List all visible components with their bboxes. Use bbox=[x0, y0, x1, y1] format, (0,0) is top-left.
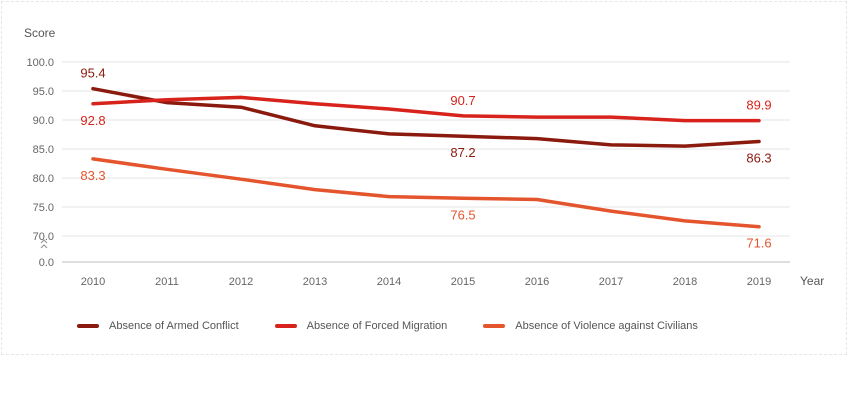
legend-item: Absence of Forced Migration bbox=[274, 320, 448, 332]
legend-label: Absence of Forced Migration bbox=[306, 320, 448, 332]
y-tick-label: 95.0 bbox=[33, 86, 54, 98]
x-tick-label: 2014 bbox=[377, 276, 401, 288]
data-label: 90.7 bbox=[450, 93, 475, 108]
x-tick-label: 2012 bbox=[229, 276, 253, 288]
legend-swatch bbox=[77, 324, 99, 328]
y-tick-label: 80.0 bbox=[33, 173, 54, 185]
grid-lines bbox=[62, 61, 790, 263]
data-label: 95.4 bbox=[80, 66, 105, 81]
x-tick-label: 2016 bbox=[525, 276, 549, 288]
x-tick-label: 2013 bbox=[303, 276, 327, 288]
data-label: 89.9 bbox=[746, 98, 771, 113]
legend: Absence of Armed Conflict Absence of Forc… bbox=[77, 320, 734, 332]
series-lines bbox=[91, 86, 761, 229]
chart-frame bbox=[1, 1, 847, 355]
data-label: 76.5 bbox=[450, 207, 475, 222]
y-tick-label: 70.0 bbox=[33, 231, 54, 243]
series-line bbox=[91, 157, 761, 229]
legend-item: Absence of Violence against Civilians bbox=[483, 320, 698, 332]
x-tick-label: 2015 bbox=[451, 276, 475, 288]
data-label: 92.8 bbox=[80, 113, 105, 128]
y-tick-label: 75.0 bbox=[33, 202, 54, 214]
x-tick-label: 2018 bbox=[673, 276, 697, 288]
x-tick-label: 2011 bbox=[155, 276, 179, 288]
data-label: 71.6 bbox=[746, 236, 771, 251]
y-axis-title: Score bbox=[24, 26, 56, 40]
x-tick-label: 2017 bbox=[599, 276, 623, 288]
legend-item: Absence of Armed Conflict bbox=[77, 320, 239, 332]
y-tick-label: 0.0 bbox=[39, 257, 54, 269]
axis-break-icon bbox=[40, 239, 48, 249]
data-labels: 95.4 87.2 86.3 92.8 90.7 89.9 83.3 76.5 71.6 bbox=[80, 66, 771, 251]
legend-swatch bbox=[274, 324, 297, 328]
y-tick-label: 85.0 bbox=[33, 144, 54, 156]
x-tick-label: 2019 bbox=[747, 276, 771, 288]
data-label: 87.2 bbox=[450, 145, 475, 160]
x-axis-ticks: 2010 2011 2012 2013 2014 2015 2016 2017 2018 2019 bbox=[81, 276, 771, 288]
y-axis-ticks: 100.0 95.0 90.0 85.0 80.0 75.0 70.0 0.0 bbox=[26, 57, 54, 269]
x-tick-label: 2010 bbox=[81, 276, 105, 288]
legend-label: Absence of Armed Conflict bbox=[109, 320, 239, 332]
legend-label: Absence of Violence against Civilians bbox=[515, 320, 698, 332]
data-label: 83.3 bbox=[80, 168, 105, 183]
y-tick-label: 90.0 bbox=[33, 115, 54, 127]
x-axis-title: Year bbox=[800, 274, 824, 288]
data-label: 86.3 bbox=[746, 150, 771, 165]
legend-swatch bbox=[483, 324, 506, 328]
y-tick-label: 100.0 bbox=[26, 57, 54, 69]
series-line bbox=[91, 95, 761, 123]
series-line bbox=[91, 86, 761, 148]
